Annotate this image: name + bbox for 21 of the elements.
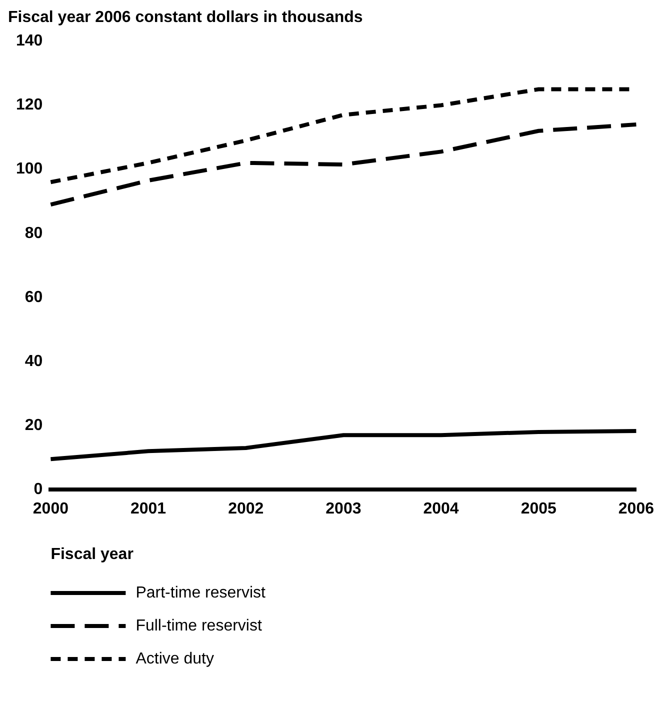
x-tick-label: 2004 [423, 500, 459, 518]
y-tick-label: 60 [24, 288, 43, 306]
y-axis-title: Fiscal year 2006 constant dollars in thousands [8, 9, 363, 26]
legend-label: Full-time reservist [136, 617, 262, 634]
y-tick-label: 120 [16, 96, 43, 114]
x-tick-label: 2001 [130, 500, 166, 518]
y-tick-label: 100 [16, 160, 43, 178]
x-tick-label: 2000 [32, 500, 69, 518]
y-tick-label: 40 [24, 352, 43, 370]
legend-label: Part-time reservist [136, 584, 266, 602]
x-tick-label: 2005 [520, 500, 557, 518]
y-tick-label: 80 [24, 224, 43, 242]
x-axis-title: Fiscal year [50, 546, 134, 563]
y-tick-label: 20 [24, 416, 43, 434]
x-tick-label: 2002 [228, 500, 264, 518]
legend-label: Active duty [136, 650, 214, 668]
line-series [48, 122, 638, 207]
x-tick-label: 2003 [326, 500, 362, 518]
x-tick-label: 2006 [618, 500, 654, 518]
y-tick-label: 140 [16, 32, 43, 50]
y-tick-label: 0 [34, 481, 43, 498]
